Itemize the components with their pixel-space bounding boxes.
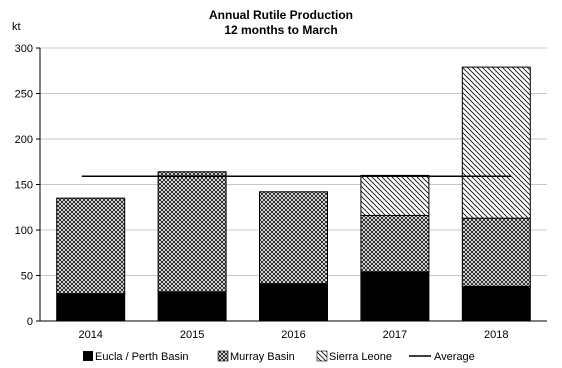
chart-title: Annual Rutile Production [209,8,353,22]
legend-label-sierra-leone: Sierra Leone [329,351,392,363]
y-tick-label: 250 [15,89,33,101]
bar-murray-basin-2017 [360,214,430,273]
legend-swatch-eucla-perth-basin [83,351,93,361]
y-tick-label: 0 [27,316,33,328]
legend-swatch-murray-basin [217,350,229,362]
bar-eucla-perth-basin-2018 [461,285,531,322]
bars [56,66,531,322]
legend-label-average: Average [434,351,475,363]
y-axis-unit-label: kt [12,21,21,33]
bar-eucla-perth-basin-2016 [259,283,328,322]
y-tick-label: 50 [21,271,33,283]
bar-sierra-leone-2017 [360,174,430,216]
legend-swatch-sierra-leone [316,350,328,362]
y-tick-label: 100 [15,225,33,237]
legend: Eucla / Perth Basin Murray Basin Sierra … [83,350,475,363]
bar-eucla-perth-basin-2017 [360,271,430,322]
x-tick-label: 2018 [484,329,508,341]
y-tick-label: 200 [15,134,33,146]
x-tick-label: 2017 [383,329,407,341]
bar-eucla-perth-basin-2015 [157,291,227,322]
bar-murray-basin-2015 [157,171,227,293]
y-tick-label: 150 [15,180,33,192]
bar-eucla-perth-basin-2014 [56,293,126,322]
legend-label-eucla-perth-basin: Eucla / Perth Basin [95,351,189,363]
x-tick-label: 2014 [78,329,102,341]
bar-sierra-leone-2018 [461,66,531,219]
bar-murray-basin-2018 [461,217,531,287]
x-tick-labels: 2014 2015 2016 2017 2018 [78,329,508,341]
bar-murray-basin-2014 [56,197,126,295]
bar-murray-basin-2016 [259,191,328,285]
axes [39,48,547,322]
x-tick-label: 2016 [281,329,305,341]
y-tick-label: 300 [15,43,33,55]
y-tick-labels: 0 50 100 150 200 250 300 [15,43,33,328]
legend-label-murray-basin: Murray Basin [230,351,295,363]
x-tick-label: 2015 [180,329,204,341]
chart-subtitle: 12 months to March [224,23,337,37]
